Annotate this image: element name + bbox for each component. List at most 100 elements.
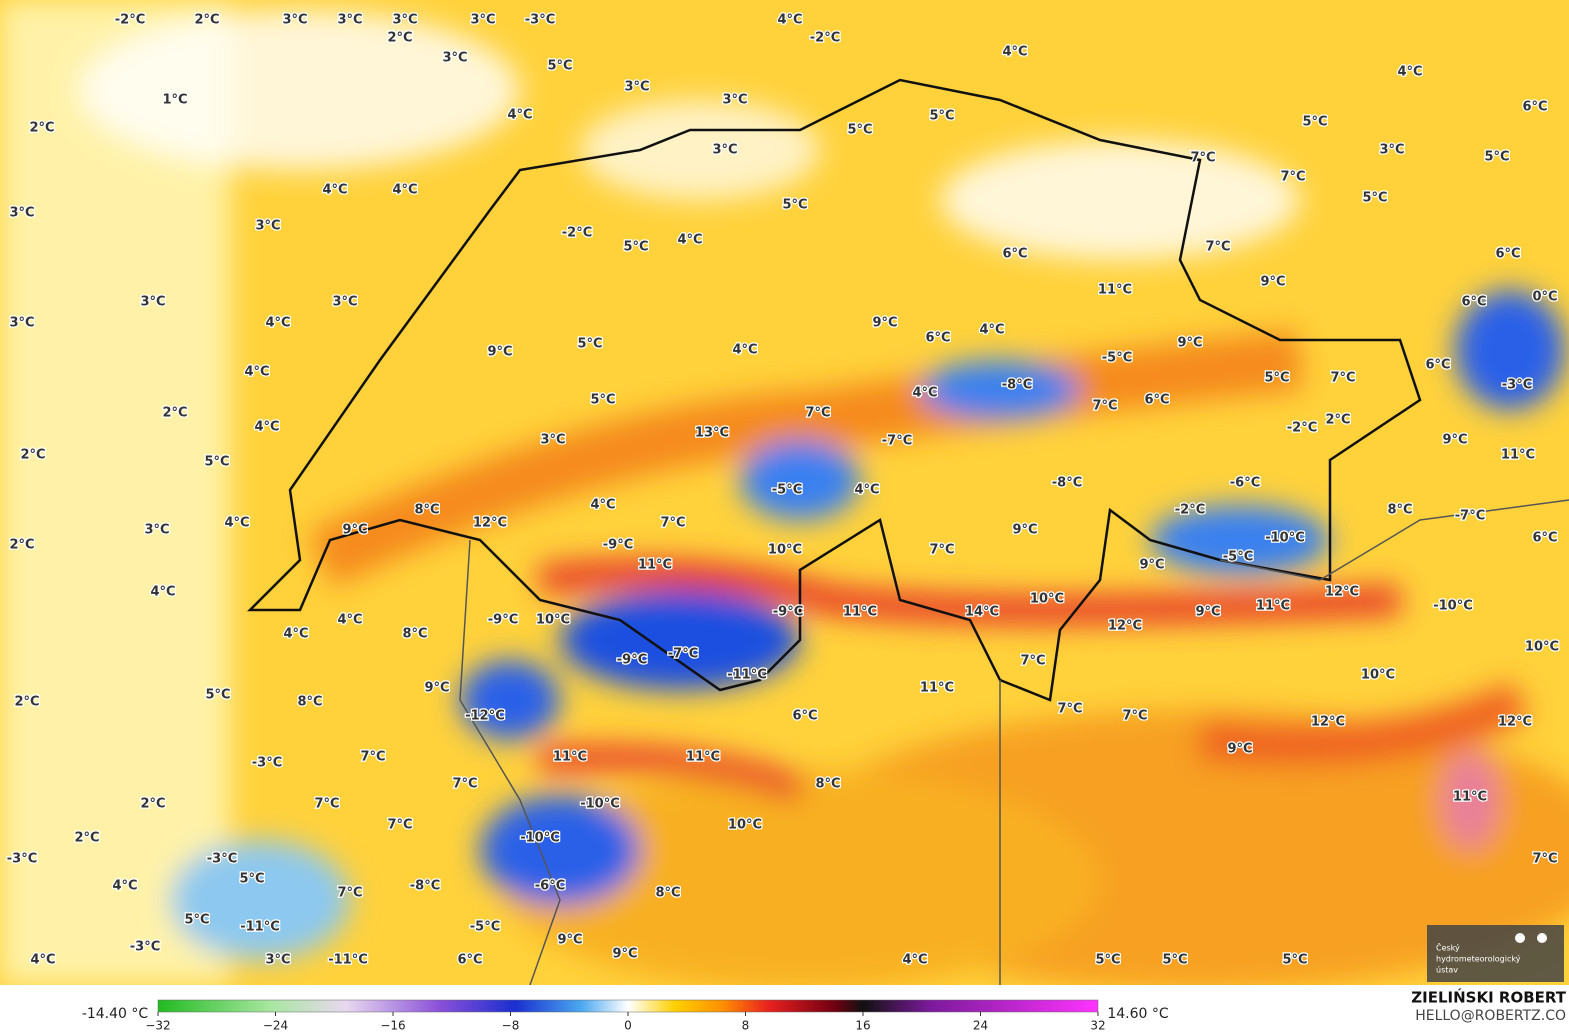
temperature-label: 12°C: [1325, 585, 1359, 600]
temperature-label: 10°C: [1361, 668, 1395, 683]
temperature-label: -7°C: [882, 434, 912, 449]
temperature-label: 3°C: [624, 80, 649, 95]
temperature-label: 14°C: [965, 605, 999, 620]
temperature-label: 9°C: [557, 933, 582, 948]
colorbar-tick-label: 16: [855, 1019, 870, 1033]
temperature-label: 7°C: [660, 516, 685, 531]
temperature-label: 7°C: [1020, 654, 1045, 669]
temperature-label: 13°C: [695, 426, 729, 441]
temperature-label: 6°C: [1144, 393, 1169, 408]
temperature-label: 3°C: [722, 93, 747, 108]
temperature-label: 7°C: [1280, 170, 1305, 185]
temperature-label: 3°C: [470, 13, 495, 28]
logo-text: Český: [1436, 942, 1460, 953]
temperature-label: -3°C: [7, 852, 37, 867]
temperature-label: 11°C: [1256, 599, 1290, 614]
temperature-label: 7°C: [805, 406, 830, 421]
temperature-label: -7°C: [1455, 509, 1485, 524]
temperature-label: 5°C: [782, 198, 807, 213]
logo-text: hydrometeorologický: [1436, 955, 1521, 964]
temperature-label: 3°C: [392, 13, 417, 28]
temperature-label: 2°C: [162, 406, 187, 421]
temperature-label: -9°C: [603, 538, 633, 553]
temperature-label: -3°C: [525, 13, 555, 28]
temperature-label: 6°C: [457, 953, 482, 968]
temperature-label: -2°C: [115, 13, 145, 28]
temperature-label: -7°C: [668, 647, 698, 662]
temperature-label: 8°C: [1387, 503, 1412, 518]
temperature-label: 5°C: [590, 393, 615, 408]
logo-text: ústav: [1436, 966, 1458, 975]
temperature-label: 7°C: [1190, 151, 1215, 166]
temperature-label: 7°C: [387, 818, 412, 833]
temperature-label: 4°C: [1397, 65, 1422, 80]
temperature-label: 9°C: [1227, 742, 1252, 757]
temperature-label: 6°C: [1522, 100, 1547, 115]
temperature-label: 0°C: [1532, 290, 1557, 305]
author-email: HELLO@ROBERTZ.CO: [1415, 1008, 1566, 1024]
temperature-label: 3°C: [540, 433, 565, 448]
temperature-label: -10°C: [580, 797, 620, 812]
temperature-label: -9°C: [773, 605, 803, 620]
temperature-label: -9°C: [617, 653, 647, 668]
temperature-label: 5°C: [847, 123, 872, 138]
temperature-label: 8°C: [402, 627, 427, 642]
temperature-label: 4°C: [979, 323, 1004, 338]
temperature-label: -3°C: [207, 852, 237, 867]
temperature-label: 4°C: [590, 498, 615, 513]
temperature-label: 3°C: [255, 219, 280, 234]
temperature-label: 9°C: [342, 523, 367, 538]
temperature-label: -12°C: [465, 709, 505, 724]
temperature-label: 4°C: [392, 183, 417, 198]
temperature-label: 9°C: [872, 316, 897, 331]
temperature-label: 6°C: [792, 709, 817, 724]
temperature-label: 11°C: [638, 558, 672, 573]
temperature-label: -5°C: [772, 483, 802, 498]
temperature-label: 11°C: [1453, 790, 1487, 805]
temperature-label: 9°C: [1442, 433, 1467, 448]
temperature-label: 4°C: [732, 343, 757, 358]
temperature-label: 1°C: [162, 93, 187, 108]
temperature-label: 9°C: [1195, 605, 1220, 620]
temperature-label: 2°C: [194, 13, 219, 28]
temperature-label: 8°C: [655, 886, 680, 901]
temperature-label: 2°C: [1325, 413, 1350, 428]
temperature-label: 5°C: [547, 59, 572, 74]
temperature-label: 7°C: [1057, 702, 1082, 717]
temperature-label: 6°C: [925, 331, 950, 346]
temperature-label: 6°C: [1532, 531, 1557, 546]
temperature-label: 3°C: [332, 295, 357, 310]
temperature-label: 2°C: [9, 538, 34, 553]
temperature-label: 3°C: [9, 316, 34, 331]
temperature-label: 7°C: [314, 797, 339, 812]
temperature-label: 2°C: [29, 121, 54, 136]
temperature-label: 3°C: [712, 143, 737, 158]
temperature-label: -9°C: [488, 613, 518, 628]
temperature-label: -8°C: [1052, 476, 1082, 491]
temperature-label: 5°C: [623, 240, 648, 255]
temperature-label: 8°C: [297, 695, 322, 710]
temperature-label: 8°C: [414, 503, 439, 518]
temperature-label: 9°C: [1139, 558, 1164, 573]
temperature-label: 5°C: [184, 913, 209, 928]
author-name: ZIELIŃSKI ROBERT: [1411, 988, 1566, 1007]
temperature-label: 4°C: [150, 585, 175, 600]
temperature-label: -11°C: [328, 953, 368, 968]
temperature-label: 2°C: [140, 797, 165, 812]
temperature-label: 5°C: [929, 109, 954, 124]
temperature-label: 4°C: [912, 386, 937, 401]
temperature-label: 3°C: [140, 295, 165, 310]
temperature-label: -11°C: [727, 668, 767, 683]
temperature-label: 5°C: [577, 337, 602, 352]
temperature-label: 3°C: [282, 13, 307, 28]
temperature-label: 5°C: [1484, 150, 1509, 165]
temperature-label: 10°C: [1030, 592, 1064, 607]
temperature-label: 10°C: [768, 543, 802, 558]
temperature-label: 5°C: [239, 872, 264, 887]
temperature-label: 11°C: [920, 681, 954, 696]
temperature-label: -10°C: [520, 831, 560, 846]
temperature-label: -5°C: [1223, 550, 1253, 565]
temperature-label: -3°C: [252, 756, 282, 771]
